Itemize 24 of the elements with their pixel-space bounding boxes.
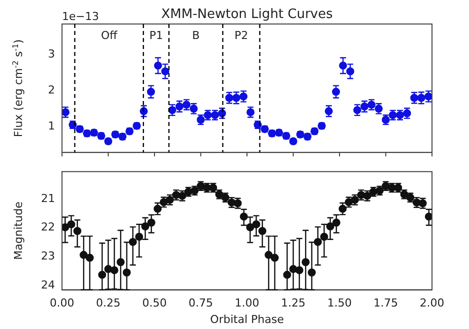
- y-tick-label: 22: [41, 220, 55, 234]
- y-tick-label: 24: [41, 278, 55, 292]
- x-tick-label: 0.00: [50, 296, 74, 310]
- x-axis-title: Orbital Phase: [210, 313, 284, 326]
- x-tick-label: 0.75: [188, 296, 213, 310]
- annotation: P2: [234, 28, 248, 42]
- y-tick-label: 21: [41, 192, 55, 205]
- y-axis-title: Magnitude: [12, 201, 25, 260]
- x-tick-label: 2.00: [420, 296, 444, 310]
- chart-title: XMM-Newton Light Curves: [161, 7, 333, 22]
- x-tick-label: 1.00: [234, 296, 260, 310]
- annotation: P1: [149, 28, 163, 42]
- x-tick-label: 0.50: [142, 296, 167, 310]
- annotation: B: [192, 28, 200, 42]
- x-tick-label: 1.25: [281, 296, 306, 310]
- y-tick-label: 3: [48, 48, 55, 61]
- x-tick-label: 1.50: [327, 296, 352, 310]
- y-tick-label: 1: [48, 119, 55, 132]
- y-tick-label: 23: [41, 250, 55, 263]
- text: 1e−13: [62, 10, 99, 23]
- x-tick-label: 1.75: [374, 296, 398, 310]
- annotation: Off: [100, 28, 118, 42]
- x-tick-label: 0.25: [96, 296, 120, 310]
- y-tick-label: 2: [48, 84, 55, 97]
